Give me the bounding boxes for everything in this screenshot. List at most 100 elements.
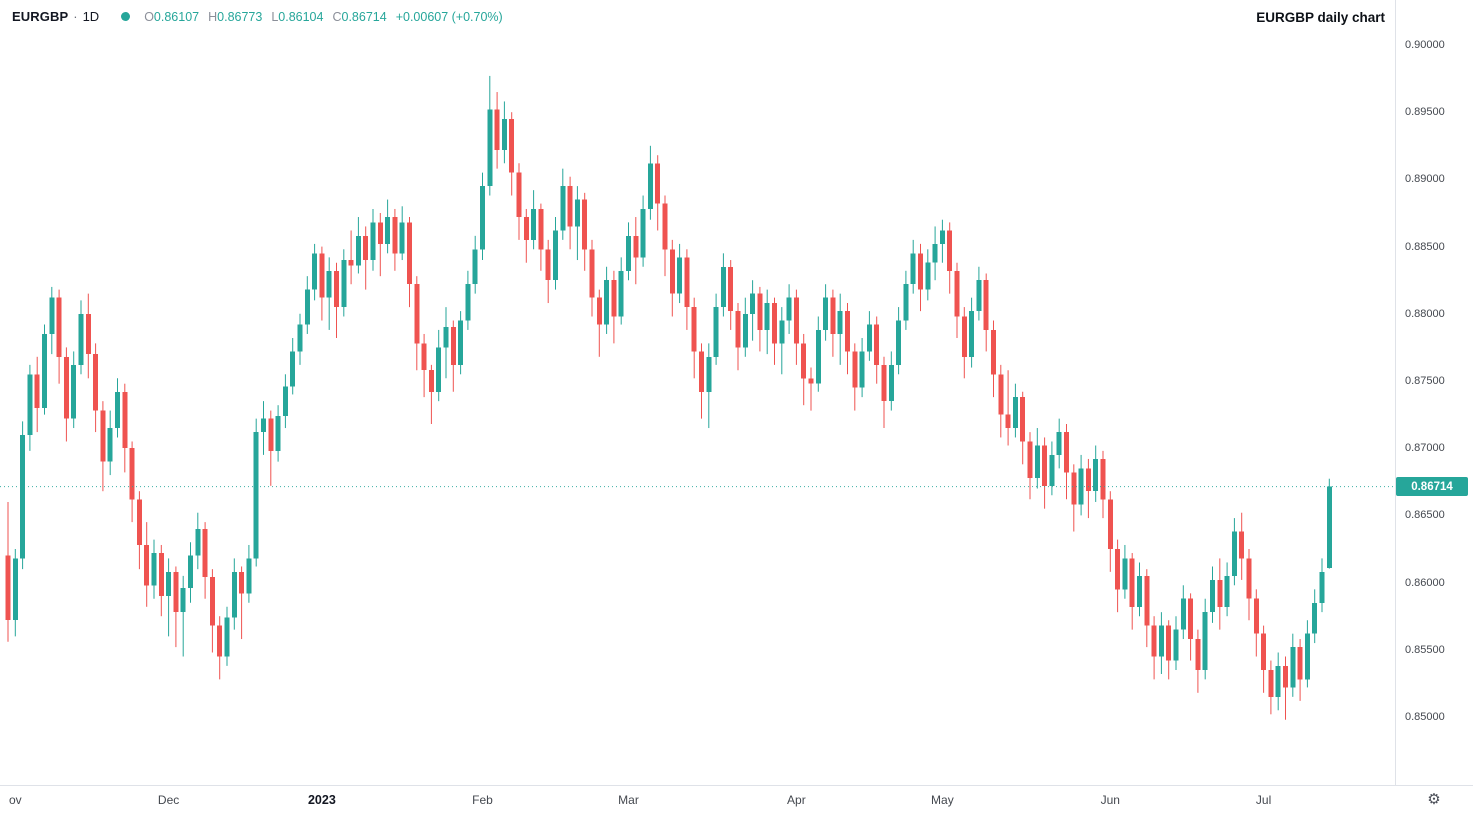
- candle: [49, 286, 55, 355]
- candle: [1217, 558, 1223, 630]
- candle: [93, 343, 99, 433]
- time-axis-label: Dec: [157, 793, 180, 807]
- candle: [932, 226, 938, 281]
- price-axis[interactable]: 0.90000 0.89500 0.89000 0.88500 0.88000 0.875…: [1395, 0, 1473, 814]
- candle: [407, 217, 412, 308]
- candle: [874, 316, 880, 384]
- candle: [516, 163, 522, 240]
- candle: [202, 522, 208, 599]
- price-axis-label: 0.89000: [1405, 173, 1445, 186]
- candle: [297, 313, 303, 365]
- candle: [261, 401, 266, 455]
- candle: [1239, 512, 1245, 580]
- candle: [428, 364, 434, 425]
- candle: [918, 243, 923, 312]
- candle: [319, 246, 325, 321]
- candle: [480, 172, 485, 261]
- candle: [34, 356, 40, 433]
- candle: [1122, 544, 1128, 599]
- candle: [1093, 445, 1099, 502]
- candle: [1151, 616, 1157, 680]
- time-axis-label: 2023: [307, 793, 336, 807]
- candle: [71, 351, 77, 429]
- candle: [115, 378, 120, 438]
- candle: [136, 491, 142, 570]
- candle: [998, 364, 1004, 438]
- candle: [531, 190, 537, 250]
- price-axis-label: 0.85000: [1405, 711, 1445, 723]
- ohlc-low-label: L: [271, 10, 279, 24]
- candle: [1195, 629, 1201, 693]
- candle: [1253, 589, 1259, 657]
- candle: [618, 257, 624, 325]
- candle: [808, 367, 814, 411]
- candle: [1202, 598, 1208, 680]
- candle: [443, 307, 449, 379]
- ohlc-close: C0.86714: [332, 9, 386, 24]
- candle: [129, 441, 135, 523]
- candle: [742, 297, 748, 357]
- price-axis-label: 0.88500: [1405, 240, 1445, 253]
- candle: [348, 230, 354, 285]
- candle: [355, 217, 361, 274]
- candle: [100, 401, 106, 492]
- candle: [1180, 585, 1186, 640]
- candle: [1107, 491, 1113, 572]
- candle: [669, 239, 675, 317]
- candle: [750, 280, 756, 341]
- candle: [523, 208, 529, 263]
- candle: [823, 284, 829, 341]
- chart-annotation-title: EURGBP daily chart: [1256, 10, 1385, 25]
- candle: [122, 383, 128, 473]
- candle: [78, 300, 84, 375]
- candle: [501, 101, 507, 164]
- candle: [1034, 428, 1040, 489]
- candle: [655, 155, 661, 231]
- candle: [888, 351, 894, 411]
- candle: [312, 243, 318, 301]
- candle: [881, 356, 887, 429]
- candle: [107, 410, 113, 476]
- candle: [845, 303, 850, 375]
- candle: [268, 410, 274, 486]
- candle: [706, 343, 712, 429]
- ohlc-open: O0.86107: [144, 9, 199, 24]
- time-axis-label: Feb: [472, 793, 493, 807]
- settings-gear-icon[interactable]: ⚙: [1427, 791, 1441, 808]
- candle: [1144, 569, 1150, 648]
- candlestick-plot[interactable]: [0, 0, 1395, 785]
- last-price-badge: 0.86714: [1396, 477, 1468, 497]
- symbol-name[interactable]: EURGBP: [12, 9, 69, 24]
- candle: [859, 337, 865, 398]
- market-status-dot: [121, 12, 131, 21]
- candle: [1231, 518, 1237, 586]
- candle: [63, 347, 69, 442]
- ohlc-high-value: 0.86773: [217, 10, 263, 24]
- candle: [5, 501, 11, 642]
- time-axis-label: ov: [8, 793, 22, 807]
- candle: [939, 219, 945, 263]
- candle: [553, 217, 558, 290]
- price-axis-label: 0.90000: [1405, 39, 1445, 51]
- candle: [793, 289, 799, 365]
- candle: [626, 222, 631, 281]
- candle: [1042, 437, 1048, 509]
- time-axis[interactable]: ⚙ ov Dec 2023 Feb Mar Apr May Jun Jul: [0, 785, 1473, 814]
- candle: [1056, 418, 1062, 469]
- candle: [1283, 656, 1288, 720]
- price-change-value: +0.00607 (+0.70%): [395, 10, 503, 24]
- price-axis-label: 0.87000: [1405, 442, 1445, 455]
- interval-label[interactable]: 1D: [82, 9, 100, 24]
- time-axis-label: Jul: [1255, 793, 1272, 807]
- candle: [1188, 593, 1194, 661]
- candle: [815, 316, 821, 392]
- candle: [1268, 660, 1274, 715]
- candle: [633, 217, 639, 285]
- candle: [1115, 539, 1121, 613]
- time-axis-label: Apr: [787, 793, 806, 807]
- symbol-legend: EURGBP · 1D O0.86107 H0.86773 L0.86104 C…: [12, 9, 512, 24]
- candle: [684, 249, 690, 330]
- candle: [246, 544, 252, 603]
- candle: [166, 558, 172, 637]
- candle: [12, 549, 18, 637]
